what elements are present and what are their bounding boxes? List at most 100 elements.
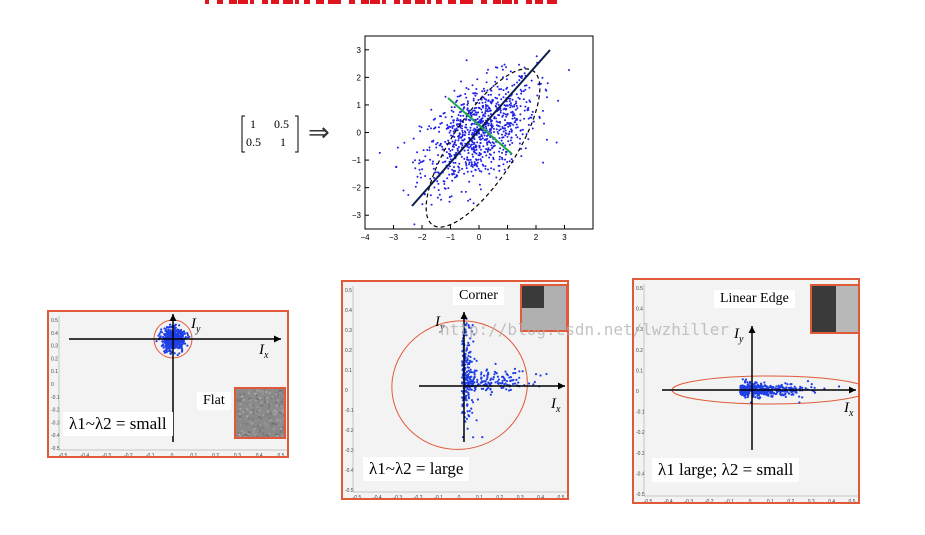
corner-point — [485, 368, 489, 371]
texture-pixel — [280, 412, 283, 414]
scatter-point — [482, 87, 485, 90]
scatter-point — [477, 167, 480, 170]
scatter-point — [487, 122, 490, 125]
texture-pixel — [237, 397, 240, 400]
matrix-r2c2: 1 — [280, 135, 286, 149]
edge-point — [748, 381, 751, 384]
panel-x-tick-label: 0.3 — [234, 453, 241, 458]
scatter-point — [465, 87, 468, 89]
corner-point — [472, 340, 475, 343]
scatter-point — [489, 129, 492, 132]
corner-point — [465, 394, 468, 397]
texture-pixel — [250, 406, 253, 409]
scatter-point — [472, 148, 475, 151]
scatter-point — [536, 94, 539, 97]
scatter-point — [545, 138, 548, 141]
scatter-point — [440, 198, 443, 201]
scatter-point — [484, 110, 487, 113]
scatter-point — [460, 142, 463, 145]
flat-title: Flat — [197, 392, 231, 410]
scatter-point — [446, 177, 449, 180]
texture-pixel — [258, 414, 261, 417]
scatter-point — [474, 145, 477, 148]
corner-point — [461, 381, 464, 384]
scatter-point — [456, 95, 459, 98]
texture-pixel — [243, 409, 246, 412]
edge-point — [810, 383, 813, 386]
scatter-point — [466, 108, 469, 111]
scatter-point — [485, 127, 488, 130]
scatter-point — [541, 76, 544, 79]
texture-pixel — [266, 425, 269, 428]
scatter-point — [443, 183, 446, 185]
corner-point — [473, 369, 477, 372]
scatter-point — [466, 158, 469, 161]
edge-point — [744, 396, 747, 399]
panel-y-tick-label: 0.1 — [51, 369, 58, 375]
scatter-point — [493, 151, 496, 154]
edge-point — [806, 380, 810, 383]
scatter-point — [441, 145, 444, 148]
corner-point — [510, 379, 514, 382]
scatter-point — [509, 70, 512, 73]
texture-pixel — [273, 409, 276, 412]
scatter-point — [530, 79, 533, 82]
header-glyph-fragment — [526, 0, 532, 4]
scatter-point — [501, 133, 503, 136]
corner-point — [545, 372, 548, 376]
flat-point — [165, 347, 168, 350]
panel-x-tick-label: -0.5 — [59, 453, 68, 458]
panel-y-tick-label: -0.5 — [345, 488, 354, 494]
corner-point — [469, 337, 472, 340]
texture-pixel — [256, 389, 259, 392]
panel-x-tick-label: 0.1 — [767, 499, 774, 504]
texture-pixel — [249, 395, 251, 397]
scatter-point — [498, 88, 501, 91]
corner-point — [465, 333, 468, 336]
scatter-point — [469, 158, 472, 161]
texture-pixel — [243, 435, 246, 437]
scatter-point — [439, 142, 442, 145]
texture-pixel — [237, 424, 240, 427]
scatter-point — [449, 122, 452, 125]
scatter-point — [414, 159, 416, 162]
scatter-point — [491, 126, 494, 129]
texture-pixel — [274, 413, 277, 416]
texture-pixel — [248, 433, 251, 436]
scatter-point — [502, 148, 505, 151]
edge-point — [785, 386, 788, 389]
scatter-point — [492, 168, 495, 171]
texture-pixel — [273, 427, 275, 430]
panel-x-tick-label: 0.5 — [849, 499, 856, 504]
texture-pixel — [275, 410, 278, 413]
scatter-point — [545, 89, 548, 92]
corner-ellipse — [391, 320, 528, 450]
scatter-point — [450, 155, 453, 157]
scatter-point — [488, 130, 491, 133]
scatter-point — [433, 176, 435, 179]
scatter-point — [514, 102, 517, 105]
corner-point — [468, 371, 472, 374]
scatter-point — [419, 172, 422, 175]
scatter-point — [430, 127, 432, 130]
scatter-point — [436, 196, 439, 199]
scatter-point — [476, 161, 479, 164]
texture-pixel — [251, 417, 254, 420]
scatter-point — [523, 117, 526, 120]
flat-point — [168, 348, 171, 351]
axis-arrowhead — [558, 382, 565, 390]
scatter-point — [451, 145, 454, 148]
scatter-point — [485, 142, 488, 144]
scatter-point — [483, 90, 486, 92]
corner-point — [461, 340, 464, 343]
texture-pixel — [236, 434, 239, 436]
header-glyph-fragment — [361, 0, 369, 4]
scatter-point — [517, 96, 520, 99]
scatter-point — [508, 130, 511, 133]
scatter-point — [478, 183, 481, 186]
edge-axis-x-label: Ix — [844, 400, 854, 419]
corner-point — [467, 376, 470, 379]
texture-pixel — [272, 422, 275, 425]
scatter-point — [474, 169, 477, 172]
corner-point — [493, 370, 496, 373]
